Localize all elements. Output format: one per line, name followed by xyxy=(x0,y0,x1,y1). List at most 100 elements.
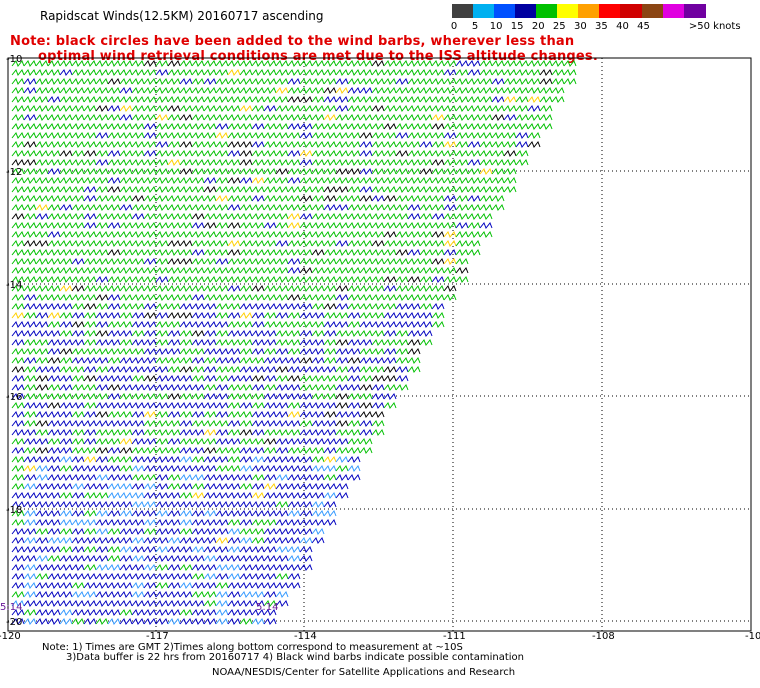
wind-barb xyxy=(359,69,373,76)
wind-barb xyxy=(227,96,241,103)
wind-barb xyxy=(167,60,181,67)
wind-barb xyxy=(227,528,241,535)
wind-barb xyxy=(47,411,61,418)
wind-barb xyxy=(95,348,109,355)
wind-barb xyxy=(251,600,265,607)
wind-barb xyxy=(347,348,361,355)
wind-barb xyxy=(239,465,253,472)
legend-label-max: >50 knots xyxy=(688,21,741,32)
wind-barb xyxy=(263,357,277,364)
wind-barb xyxy=(335,231,349,238)
wind-barb xyxy=(143,402,157,409)
wind-barb xyxy=(347,222,361,229)
wind-barb xyxy=(239,321,253,328)
wind-barb xyxy=(95,159,109,166)
wind-barb xyxy=(11,330,25,337)
wind-barb xyxy=(215,564,229,571)
wind-barb xyxy=(347,303,361,310)
wind-barb xyxy=(347,258,361,265)
wind-barb xyxy=(239,69,253,76)
wind-barb xyxy=(299,267,313,274)
wind-barb xyxy=(443,249,457,256)
wind-barb xyxy=(347,321,361,328)
wind-barb xyxy=(539,78,553,85)
wind-barb xyxy=(263,411,277,418)
wind-barb xyxy=(239,528,253,535)
wind-barb xyxy=(107,204,121,211)
wind-barb xyxy=(203,456,217,463)
wind-barb xyxy=(179,375,193,382)
wind-barb xyxy=(515,60,529,67)
wind-barb xyxy=(263,438,277,445)
longitude-tick-label: -117 xyxy=(146,631,169,642)
wind-barb xyxy=(503,114,517,121)
wind-barb xyxy=(83,204,97,211)
wind-barb xyxy=(467,222,481,229)
wind-barb xyxy=(443,213,457,220)
wind-barb xyxy=(527,60,541,67)
wind-barb xyxy=(191,78,205,85)
wind-barb xyxy=(83,429,97,436)
wind-barb xyxy=(131,573,145,580)
wind-barb xyxy=(35,483,49,490)
wind-barb xyxy=(215,150,229,157)
wind-barb xyxy=(71,528,85,535)
wind-barb xyxy=(227,420,241,427)
wind-barb xyxy=(167,141,181,148)
wind-barb xyxy=(275,546,289,553)
wind-barb xyxy=(95,546,109,553)
wind-barb xyxy=(83,420,97,427)
wind-barb xyxy=(299,168,313,175)
wind-barb xyxy=(275,429,289,436)
wind-barb xyxy=(455,204,469,211)
wind-barb xyxy=(407,168,421,175)
wind-barb xyxy=(23,573,37,580)
wind-barb xyxy=(383,339,397,346)
wind-barb xyxy=(35,573,49,580)
wind-barb xyxy=(371,348,385,355)
wind-barb xyxy=(143,528,157,535)
wind-barb xyxy=(359,348,373,355)
wind-barb xyxy=(275,303,289,310)
wind-barb xyxy=(299,69,313,76)
wind-barb xyxy=(239,276,253,283)
wind-barb xyxy=(359,267,373,274)
wind-barb xyxy=(311,303,325,310)
wind-barb xyxy=(191,429,205,436)
wind-barb xyxy=(143,213,157,220)
wind-barb xyxy=(203,222,217,229)
wind-barb xyxy=(23,132,37,139)
wind-barb xyxy=(383,402,397,409)
wind-barb xyxy=(71,366,85,373)
wind-barb xyxy=(251,339,265,346)
wind-barb xyxy=(131,222,145,229)
wind-barb xyxy=(11,267,25,274)
wind-barb xyxy=(167,537,181,544)
wind-barb xyxy=(299,375,313,382)
legend-label: 5 xyxy=(471,21,479,32)
wind-barb xyxy=(467,96,481,103)
wind-barb xyxy=(119,456,133,463)
wind-barb xyxy=(179,339,193,346)
wind-barb xyxy=(275,330,289,337)
wind-barb xyxy=(47,78,61,85)
wind-barb xyxy=(11,492,25,499)
wind-barb xyxy=(215,465,229,472)
wind-barb xyxy=(215,447,229,454)
wind-barb xyxy=(203,609,217,616)
wind-barb xyxy=(491,150,505,157)
wind-barb xyxy=(59,330,73,337)
wind-barb xyxy=(263,465,277,472)
wind-barb xyxy=(227,546,241,553)
wind-barb xyxy=(11,564,25,571)
wind-barb xyxy=(239,204,253,211)
wind-barb xyxy=(347,339,361,346)
wind-barb xyxy=(119,564,133,571)
wind-barb xyxy=(203,240,217,247)
wind-barb xyxy=(347,474,361,481)
wind-barb xyxy=(167,375,181,382)
wind-barb xyxy=(215,375,229,382)
wind-barb xyxy=(179,294,193,301)
wind-barb xyxy=(95,258,109,265)
wind-barb xyxy=(227,375,241,382)
